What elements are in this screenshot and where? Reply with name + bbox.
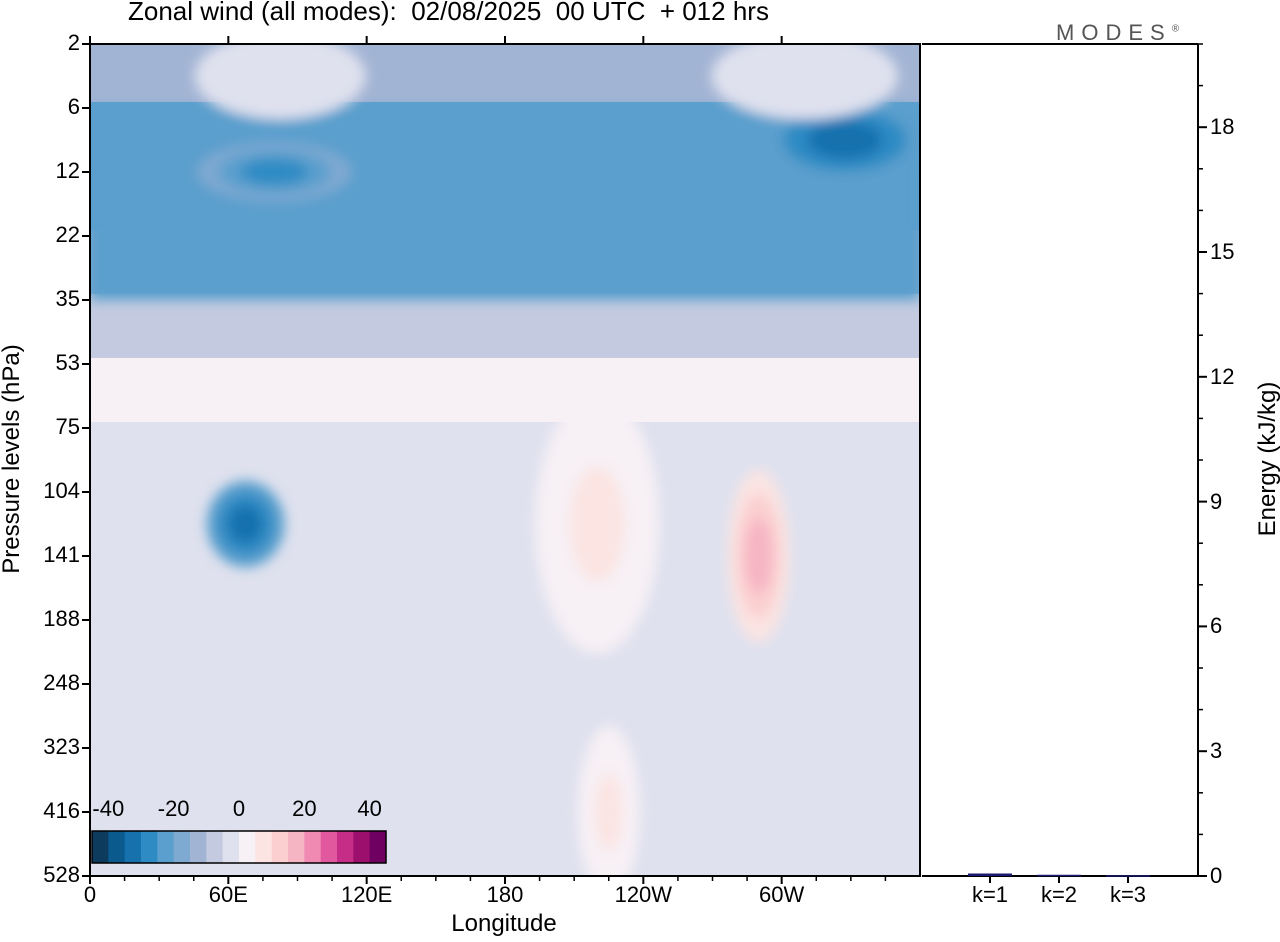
x-tick-label: 60W bbox=[759, 882, 805, 907]
y-tick-label: 248 bbox=[43, 670, 80, 695]
region-strat-weak-west bbox=[763, 56, 846, 96]
energy-y-axis-label: Energy (kJ/kg) bbox=[1254, 381, 1280, 537]
region-upper-core-east bbox=[807, 120, 883, 160]
field-band bbox=[90, 358, 920, 434]
y-tick-label: 75 bbox=[55, 414, 80, 439]
region-strat-weak-center bbox=[242, 56, 318, 96]
y-tick-label: 2 bbox=[67, 30, 80, 55]
field-band bbox=[90, 294, 920, 370]
colorbar-frame bbox=[91, 830, 387, 864]
colorbar-swatch bbox=[239, 831, 256, 863]
colorbar-tick-label: 20 bbox=[292, 796, 317, 821]
y-tick-label: 528 bbox=[43, 862, 80, 887]
y-tick-label: 323 bbox=[43, 734, 80, 759]
energy-tick-label: 12 bbox=[1210, 363, 1235, 389]
y-tick-label: 188 bbox=[43, 606, 80, 631]
x-tick-label: 60E bbox=[208, 882, 248, 907]
colorbar-tick-label: 0 bbox=[232, 796, 246, 821]
colorbar-swatch bbox=[124, 831, 142, 863]
colorbar-tick-label: 40 bbox=[357, 796, 382, 821]
y-tick-label: 104 bbox=[43, 478, 80, 503]
y-tick-label: 141 bbox=[43, 542, 80, 567]
colorbar-tick-label: -20 bbox=[157, 796, 190, 821]
energy-bar bbox=[1037, 874, 1081, 877]
x-tick-label: 180 bbox=[486, 882, 524, 907]
region-lower-easterly-jet bbox=[228, 504, 263, 544]
heatmap-x-axis-label: Longitude bbox=[451, 910, 557, 937]
y-tick-label: 12 bbox=[55, 158, 80, 183]
y-tick-label: 53 bbox=[55, 350, 80, 375]
region-upper-core-west bbox=[240, 158, 309, 186]
colorbar-swatch bbox=[222, 831, 240, 863]
colorbar-swatch bbox=[190, 831, 207, 863]
category-label: k=3 bbox=[1109, 882, 1147, 907]
x-tick-label: 120E bbox=[340, 882, 393, 907]
colorbar-swatch bbox=[353, 831, 371, 863]
heatmap-axes bbox=[82, 36, 887, 884]
y-tick-label: 6 bbox=[67, 94, 80, 119]
colorbar-swatch bbox=[206, 831, 224, 863]
category-label: k=2 bbox=[1040, 882, 1078, 907]
colorbar-swatch bbox=[288, 831, 305, 863]
category-label: k=1 bbox=[971, 882, 1009, 907]
colorbar-swatch bbox=[92, 831, 109, 863]
energy-tick-label: 6 bbox=[1210, 613, 1223, 639]
colorbar-tick-label: -40 bbox=[92, 796, 125, 821]
energy-tick-label: 9 bbox=[1210, 488, 1223, 514]
region-westerly-weak-mid bbox=[569, 466, 625, 582]
colorbar-swatch bbox=[108, 831, 126, 863]
colorbar-swatch bbox=[157, 831, 175, 863]
colorbar-swatch bbox=[320, 831, 338, 863]
zonal-wind-heatmap bbox=[90, 44, 920, 876]
energy-bar bbox=[1106, 875, 1150, 877]
energy-bar-chart bbox=[922, 43, 1207, 883]
colorbar bbox=[91, 830, 387, 864]
energy-tick-label: 3 bbox=[1210, 738, 1223, 764]
colorbar-swatch bbox=[255, 831, 273, 863]
y-tick-label: 35 bbox=[55, 286, 80, 311]
region-surface-westerly bbox=[595, 773, 623, 851]
energy-tick-label: 15 bbox=[1210, 239, 1235, 264]
y-tick-label: 416 bbox=[43, 798, 80, 823]
colorbar-swatch bbox=[271, 831, 289, 863]
modes-logo: MODES® bbox=[1056, 20, 1179, 46]
colorbar-swatch bbox=[304, 831, 322, 863]
colorbar-swatch bbox=[173, 831, 191, 863]
energy-bar bbox=[968, 873, 1012, 876]
colorbar-swatch bbox=[369, 831, 387, 863]
energy-tick-label: 0 bbox=[1210, 863, 1223, 888]
y-tick-label: 22 bbox=[55, 222, 80, 247]
x-tick-label: 120W bbox=[614, 882, 673, 907]
chart-title: Zonal wind (all modes): 02/08/2025 00 UT… bbox=[128, 0, 769, 26]
region-westerly-core bbox=[744, 517, 773, 595]
logo-text: MODES bbox=[1056, 20, 1172, 45]
logo-registered-mark: ® bbox=[1171, 23, 1180, 35]
x-tick-label: 0 bbox=[83, 882, 97, 907]
colorbar-swatch bbox=[141, 831, 158, 863]
colorbar-swatch bbox=[337, 831, 354, 863]
energy-tick-label: 18 bbox=[1210, 114, 1235, 140]
